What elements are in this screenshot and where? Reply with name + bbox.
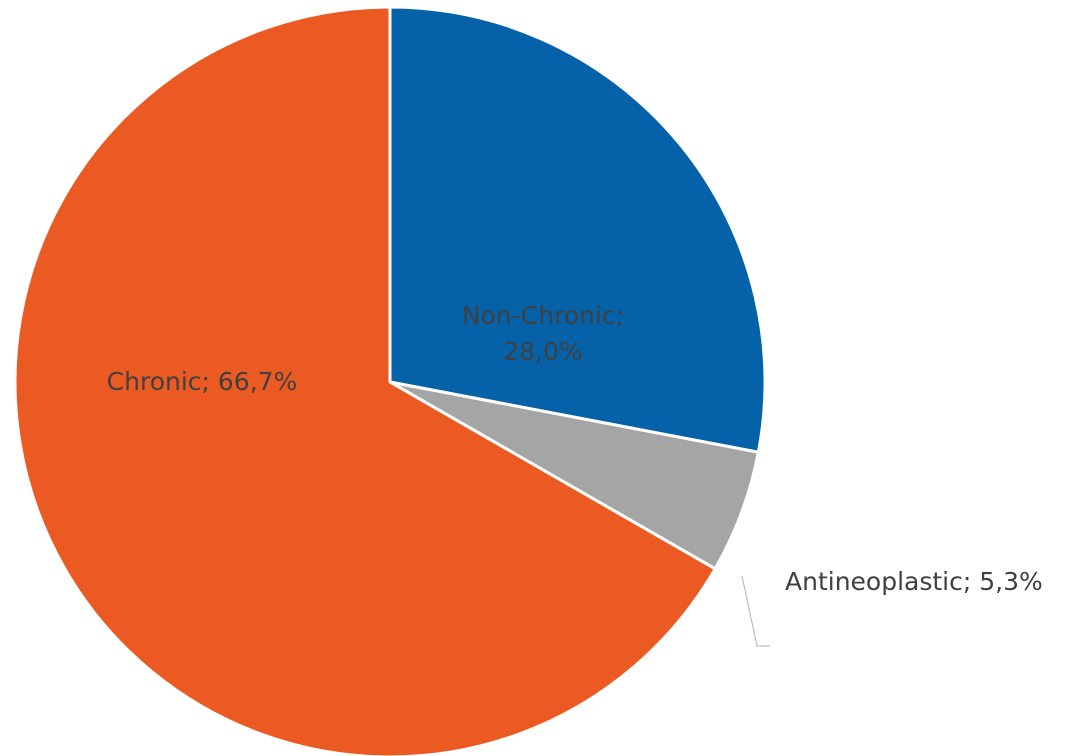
leader-line-antineoplastic [741,575,770,647]
slice-labels: Non-Chronic; 28,0% Antineoplastic; 5,3% Chr… [107,301,1043,596]
slice-label-non-chronic: Non-Chronic; 28,0% [462,301,624,366]
leader-lines [741,575,770,647]
pie-slice-chronic [13,5,717,756]
pie-slices [13,5,767,756]
pie-slice-non-chronic [388,5,767,454]
slice-label-chronic: Chronic; 66,7% [107,367,298,396]
slice-label-antineoplastic: Antineoplastic; 5,3% [785,567,1043,596]
